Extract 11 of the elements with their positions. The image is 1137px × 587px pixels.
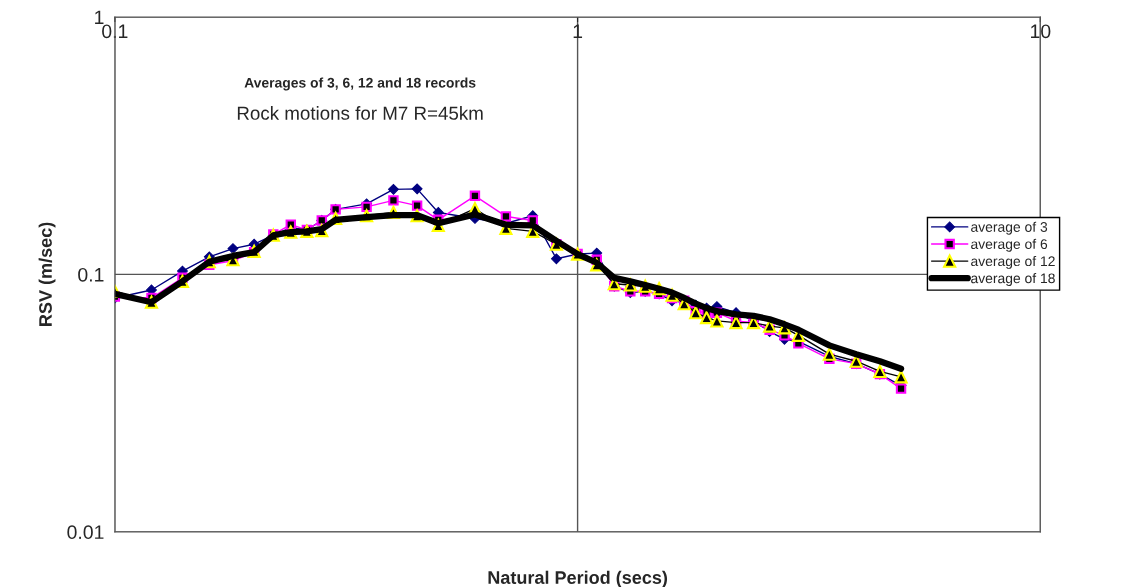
legend-label: average of 18 xyxy=(971,273,1055,286)
y-axis-title: RSV (m/sec) xyxy=(38,222,56,326)
y-tick-label: 1 xyxy=(95,10,104,25)
legend-label: average of 6 xyxy=(971,238,1048,252)
y-tick-label: 0.1 xyxy=(78,267,104,282)
legend-label: average of 3 xyxy=(971,221,1048,235)
y-tick-label: 0.01 xyxy=(67,525,104,540)
text: Rock motions for M7 R=45km xyxy=(237,106,483,120)
legend-label: average of 12 xyxy=(971,255,1055,269)
text: Averages of 3, 6, 12 and 18 records xyxy=(244,77,476,91)
x-axis-title: Natural Period (secs) xyxy=(488,570,668,587)
